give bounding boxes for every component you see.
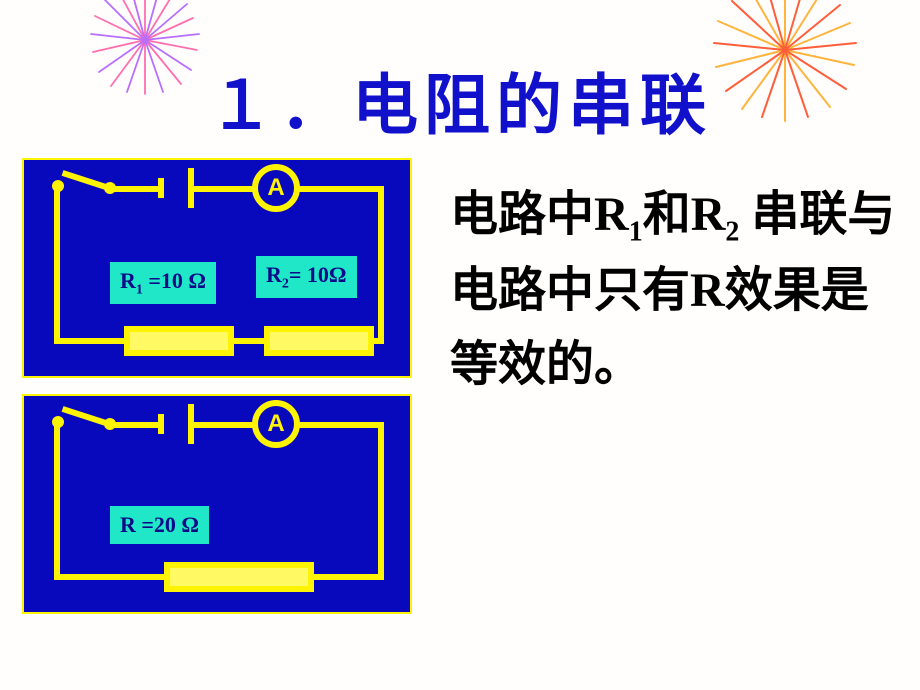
ammeter-icon: A xyxy=(252,400,300,448)
circuit-diagram-single-resistor: A R =20 Ω xyxy=(22,394,412,614)
label-r-single: R =20 Ω xyxy=(110,506,209,544)
ammeter-label: A xyxy=(267,174,284,202)
resistor-r-single xyxy=(164,562,314,592)
resistor-r1 xyxy=(124,326,234,356)
explanation-text: 电路中R1和R2 串联与电路中只有R效果是等效的。 xyxy=(450,178,900,403)
circuit-diagram-series-two-resistors: A R1 =10 Ω R2= 10Ω xyxy=(22,158,412,378)
label-r2: R2= 10Ω xyxy=(256,256,357,298)
page-title: １．电阻的串联 xyxy=(0,52,920,148)
ammeter-label: A xyxy=(267,410,284,438)
resistor-r2 xyxy=(264,326,374,356)
ammeter-icon: A xyxy=(252,164,300,212)
label-r1: R1 =10 Ω xyxy=(110,262,216,304)
